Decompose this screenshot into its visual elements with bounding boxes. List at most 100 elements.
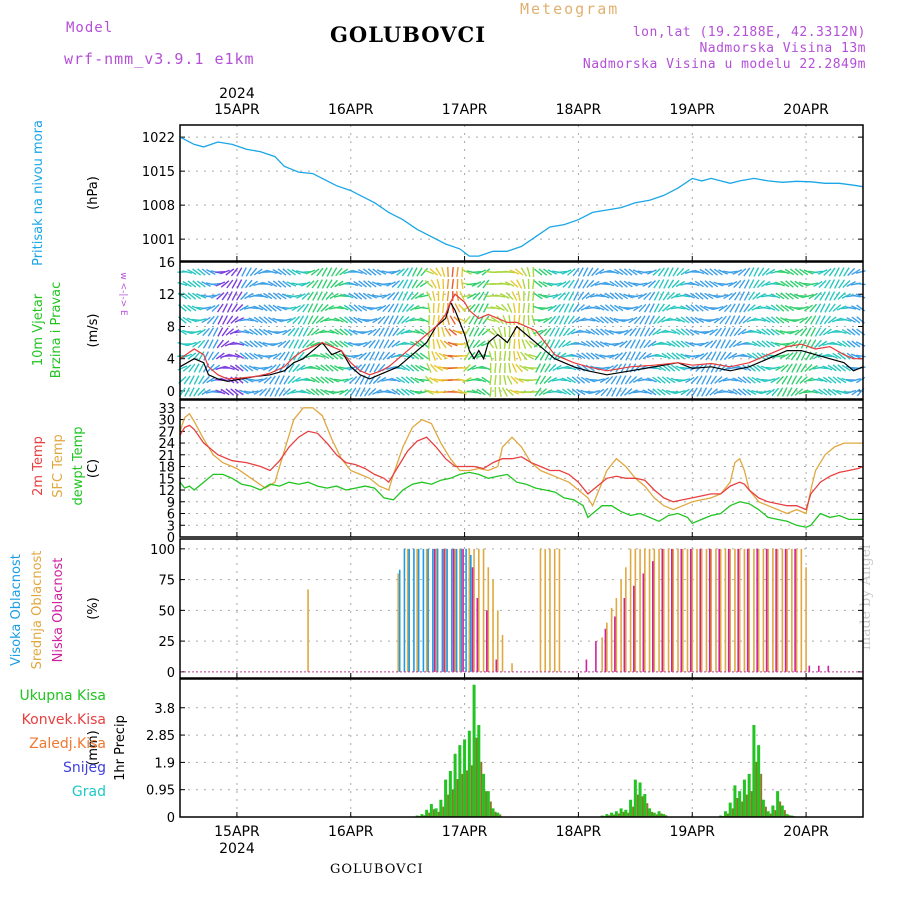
wind-barb: [302, 303, 310, 313]
wind-barb: [257, 366, 269, 370]
tick-label-y: 21: [158, 449, 175, 464]
wind-barb: [286, 388, 297, 396]
wind-barb: [837, 340, 847, 348]
wind-barb: [535, 375, 542, 385]
tick-label-y: 4: [167, 353, 175, 368]
precip-legend-item: Grad: [72, 784, 106, 800]
wind-barb: [216, 292, 225, 300]
wind-barb: [803, 294, 814, 298]
wind-barb: [605, 375, 614, 385]
wind-barb: [818, 388, 828, 396]
wind-barb: [604, 304, 614, 312]
wind-barb: [809, 351, 818, 361]
wind-barb: [400, 364, 410, 372]
bar-conv-precip: [451, 789, 454, 817]
wind-barb: [187, 304, 197, 312]
wind-barb: [771, 387, 780, 397]
wind-barb: [728, 291, 737, 301]
wind-barb: [599, 304, 610, 312]
wind-barb: [642, 281, 652, 287]
wind-barb: [671, 340, 681, 348]
wind-barb: [618, 292, 629, 300]
wind-barb: [407, 279, 413, 289]
wind-barb: [369, 351, 376, 361]
wind-barb: [527, 290, 530, 302]
bar-conv-precip: [423, 815, 426, 817]
wind-barb: [334, 365, 344, 371]
wind-barb: [577, 267, 584, 277]
wind-barb: [243, 318, 254, 322]
wind-barb: [552, 390, 563, 394]
wind-barb: [542, 281, 553, 287]
wind-barb: [704, 268, 714, 276]
wind-barb: [734, 303, 741, 313]
wind-barb: [476, 280, 486, 288]
wind-barb: [489, 386, 492, 398]
bar-total-precip: [638, 782, 642, 817]
tick-label-y: 100: [150, 543, 175, 558]
wind-barb: [557, 352, 567, 360]
wind-barb: [675, 306, 686, 310]
wind-barb: [822, 354, 833, 358]
tick-label-y: 12: [158, 484, 175, 499]
wind-barb: [761, 267, 770, 277]
wind-barb: [685, 328, 695, 336]
wind-barb: [311, 315, 319, 325]
wind-barb: [595, 388, 605, 396]
wind-barb: [657, 316, 666, 324]
wind-barb: [348, 281, 359, 287]
wind-barb: [391, 340, 401, 348]
wind-barb: [520, 351, 528, 361]
wind-barb: [766, 316, 775, 324]
wind-barb: [780, 304, 790, 312]
wind-barb: [215, 352, 225, 360]
bar-conv-precip: [494, 811, 497, 817]
wind-barb: [827, 353, 838, 359]
bar-total-precip: [657, 811, 661, 817]
wind-barb: [198, 363, 205, 373]
wind-barb: [519, 364, 529, 372]
wind-barb: [312, 303, 319, 313]
wind-barb: [652, 376, 662, 384]
wind-barb: [429, 376, 439, 384]
wind-barb: [680, 353, 690, 359]
wind-barb: [595, 268, 605, 276]
wind-barb: [205, 294, 216, 298]
wind-barb: [855, 270, 866, 274]
wind-barb: [305, 377, 316, 383]
bar-conv-precip: [788, 815, 791, 817]
wind-barb: [258, 304, 268, 312]
wind-barb: [435, 267, 442, 277]
wind-barb: [800, 339, 807, 349]
wind-barb: [805, 339, 812, 349]
wind-barb: [503, 350, 507, 362]
tick-label-y: 1022: [142, 131, 175, 146]
wind-barb: [244, 352, 254, 360]
wind-barb: [272, 341, 283, 347]
wind-barb: [748, 291, 755, 301]
wind-barb: [411, 279, 419, 289]
wind-barb: [197, 268, 206, 276]
wind-barb: [576, 388, 586, 396]
bar-total-precip: [652, 812, 656, 817]
wind-barb: [272, 304, 282, 312]
wind-barb: [586, 279, 595, 289]
wind-barb: [557, 281, 567, 287]
bar-conv-precip: [432, 809, 435, 817]
wind-barb: [833, 267, 840, 277]
wind-barb: [756, 340, 766, 348]
wind-barb: [532, 278, 535, 290]
wind-barb: [344, 316, 353, 324]
wind-barb: [503, 374, 507, 386]
bar-total-precip: [467, 730, 471, 817]
wind-barb: [644, 327, 651, 337]
wind-barb: [381, 390, 392, 394]
wind-barb: [386, 389, 396, 395]
wind-barb: [430, 279, 437, 289]
wind-barb: [827, 376, 837, 384]
wind-barb: [182, 316, 192, 324]
wind-barb: [809, 303, 818, 313]
wind-barb: [258, 340, 268, 348]
tick-label-y: 0: [167, 531, 175, 546]
wind-barb: [751, 364, 761, 372]
